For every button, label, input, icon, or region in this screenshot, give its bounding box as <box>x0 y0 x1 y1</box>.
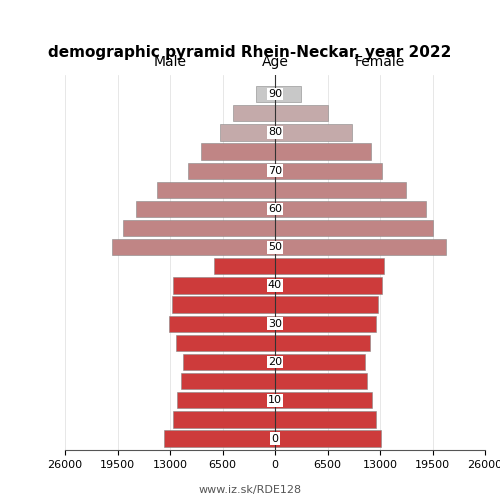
Text: 0: 0 <box>272 434 278 444</box>
Bar <box>275 354 366 370</box>
Bar <box>176 334 275 351</box>
Bar <box>172 296 275 312</box>
Bar <box>220 124 275 140</box>
Bar <box>183 354 275 370</box>
Bar <box>136 201 275 217</box>
Bar <box>275 392 372 408</box>
Bar <box>275 278 382 293</box>
Text: 70: 70 <box>268 166 282 175</box>
Bar <box>233 105 275 122</box>
Bar <box>157 182 275 198</box>
Bar <box>173 412 275 428</box>
Bar <box>112 239 275 256</box>
Bar <box>275 220 434 236</box>
Text: 40: 40 <box>268 280 282 290</box>
Bar <box>275 124 351 140</box>
Bar <box>275 373 367 390</box>
Text: 80: 80 <box>268 128 282 138</box>
Bar <box>275 182 406 198</box>
Bar <box>275 162 382 179</box>
Bar <box>200 144 275 160</box>
Text: Age: Age <box>262 56 288 70</box>
Bar <box>275 316 376 332</box>
Text: 10: 10 <box>268 396 282 406</box>
Text: 60: 60 <box>268 204 282 214</box>
Bar <box>275 144 371 160</box>
Text: Male: Male <box>154 56 186 70</box>
Bar <box>182 373 275 390</box>
Bar <box>188 162 275 179</box>
Bar <box>275 86 301 102</box>
Text: 90: 90 <box>268 89 282 99</box>
Bar <box>275 296 378 312</box>
Bar <box>275 201 426 217</box>
Text: demographic pyramid Rhein-Neckar, year 2022: demographic pyramid Rhein-Neckar, year 2… <box>48 45 452 60</box>
Text: 50: 50 <box>268 242 282 252</box>
Bar <box>164 430 275 446</box>
Bar <box>275 258 384 274</box>
Bar <box>169 316 275 332</box>
Bar <box>275 239 446 256</box>
Text: 30: 30 <box>268 318 282 328</box>
Text: www.iz.sk/RDE128: www.iz.sk/RDE128 <box>198 485 302 495</box>
Bar <box>275 430 381 446</box>
Bar <box>214 258 275 274</box>
Bar <box>178 392 275 408</box>
Bar <box>275 334 370 351</box>
Bar <box>256 86 275 102</box>
Text: Female: Female <box>355 56 405 70</box>
Bar <box>173 278 275 293</box>
Bar <box>275 105 328 122</box>
Bar <box>275 412 376 428</box>
Text: 20: 20 <box>268 357 282 367</box>
Bar <box>123 220 275 236</box>
